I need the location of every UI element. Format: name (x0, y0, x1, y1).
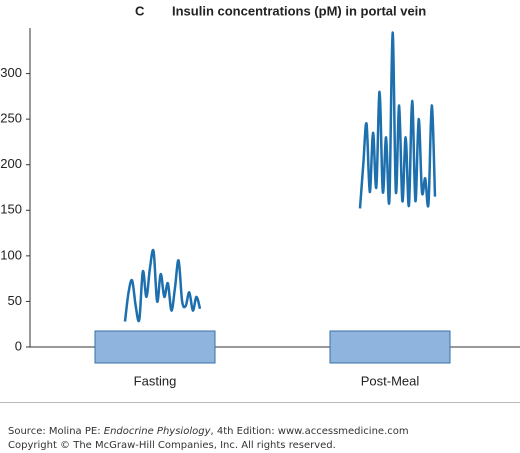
source-text: , 4th Edition: www.accessmedicine.com (210, 426, 409, 437)
insulin-trace (123, 248, 202, 323)
y-tick-label: 300 (0, 65, 22, 80)
y-tick-label: 200 (0, 156, 22, 171)
source-line: Source: Molina PE: Endocrine Physiology,… (8, 426, 409, 437)
divider (0, 402, 520, 403)
x-tick-label: Post-Meal (361, 373, 420, 388)
y-tick-label: 150 (0, 202, 22, 217)
y-tick-label: 250 (0, 111, 22, 126)
y-tick-label: 50 (8, 293, 22, 308)
category-box (329, 330, 451, 364)
y-tick-label: 0 (15, 338, 22, 353)
source-text: Source: Molina PE: (8, 426, 104, 437)
chart: C Insulin concentrations (pM) in portal … (0, 3, 520, 388)
source-book: Endocrine Physiology (103, 426, 211, 437)
insulin-trace (358, 31, 437, 209)
chart-title: Insulin concentrations (pM) in portal ve… (172, 3, 426, 18)
panel-label: C (135, 3, 145, 18)
x-tick-label: Fasting (134, 373, 177, 388)
category-box (94, 330, 216, 364)
y-tick-label: 100 (0, 247, 22, 262)
copyright: Copyright © The McGraw-Hill Companies, I… (8, 440, 336, 451)
